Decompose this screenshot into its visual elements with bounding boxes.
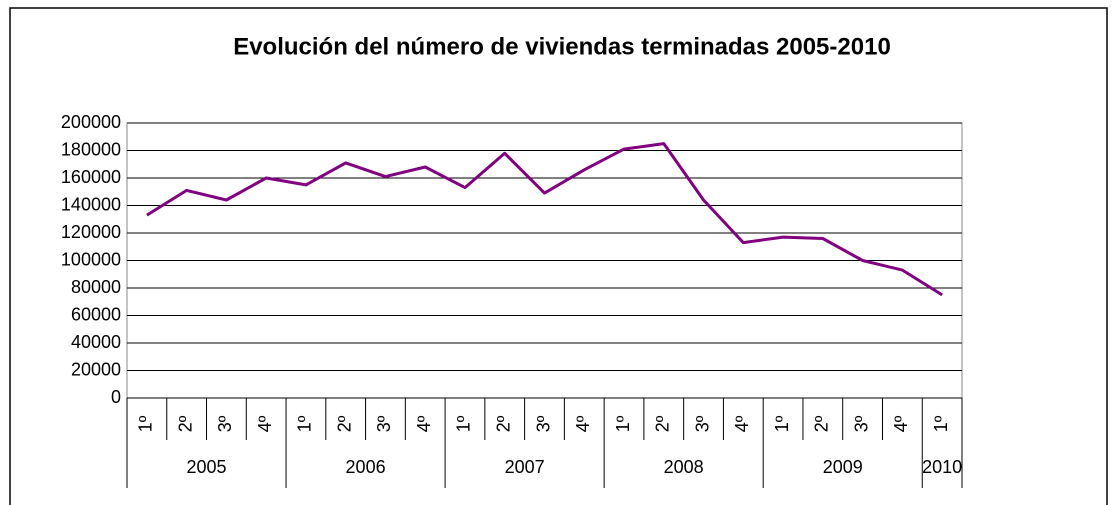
x-tick-label: 3º bbox=[533, 415, 553, 432]
y-tick-label: 20000 bbox=[71, 359, 121, 379]
y-tick-label: 120000 bbox=[61, 222, 121, 242]
x-tick-label: 1º bbox=[772, 415, 792, 432]
x-tick-label: 2º bbox=[175, 415, 195, 432]
x-tick-label: 1º bbox=[295, 415, 315, 432]
y-tick-label: 80000 bbox=[71, 277, 121, 297]
x-tick-label: 4º bbox=[573, 415, 593, 432]
x-tick-label: 2º bbox=[812, 415, 832, 432]
group-label: 2010 bbox=[922, 457, 962, 477]
x-tick-label: 3º bbox=[851, 415, 871, 432]
x-tick-label: 3º bbox=[215, 415, 235, 432]
data-line bbox=[146, 142, 943, 297]
x-tick-label: 4º bbox=[255, 415, 275, 432]
y-tick-label: 40000 bbox=[71, 332, 121, 352]
y-tick-label: 100000 bbox=[61, 249, 121, 269]
x-tick-label: 4º bbox=[891, 415, 911, 432]
x-tick-label: 1º bbox=[136, 415, 156, 432]
x-tick-label: 2º bbox=[334, 415, 354, 432]
y-tick-label: 180000 bbox=[61, 139, 121, 159]
y-tick-label: 200000 bbox=[61, 112, 121, 132]
y-tick-label: 0 bbox=[111, 387, 121, 407]
group-label: 2008 bbox=[664, 457, 704, 477]
x-tick-label: 3º bbox=[374, 415, 394, 432]
group-label: 2006 bbox=[346, 457, 386, 477]
x-tick-label: 1º bbox=[931, 415, 951, 432]
x-tick-label: 4º bbox=[732, 415, 752, 432]
x-tick-label: 2º bbox=[653, 415, 673, 432]
x-tick-label: 3º bbox=[692, 415, 712, 432]
group-label: 2007 bbox=[505, 457, 545, 477]
x-tick-label: 1º bbox=[613, 415, 633, 432]
y-tick-label: 160000 bbox=[61, 167, 121, 187]
chart-title: Evolución del número de viviendas termin… bbox=[233, 33, 891, 60]
x-tick-label: 4º bbox=[414, 415, 434, 432]
group-label: 2005 bbox=[187, 457, 227, 477]
x-tick-label: 1º bbox=[454, 415, 474, 432]
y-tick-label: 60000 bbox=[71, 304, 121, 324]
x-tick-label: 2º bbox=[493, 415, 513, 432]
y-tick-label: 140000 bbox=[61, 194, 121, 214]
group-label: 2009 bbox=[823, 457, 863, 477]
